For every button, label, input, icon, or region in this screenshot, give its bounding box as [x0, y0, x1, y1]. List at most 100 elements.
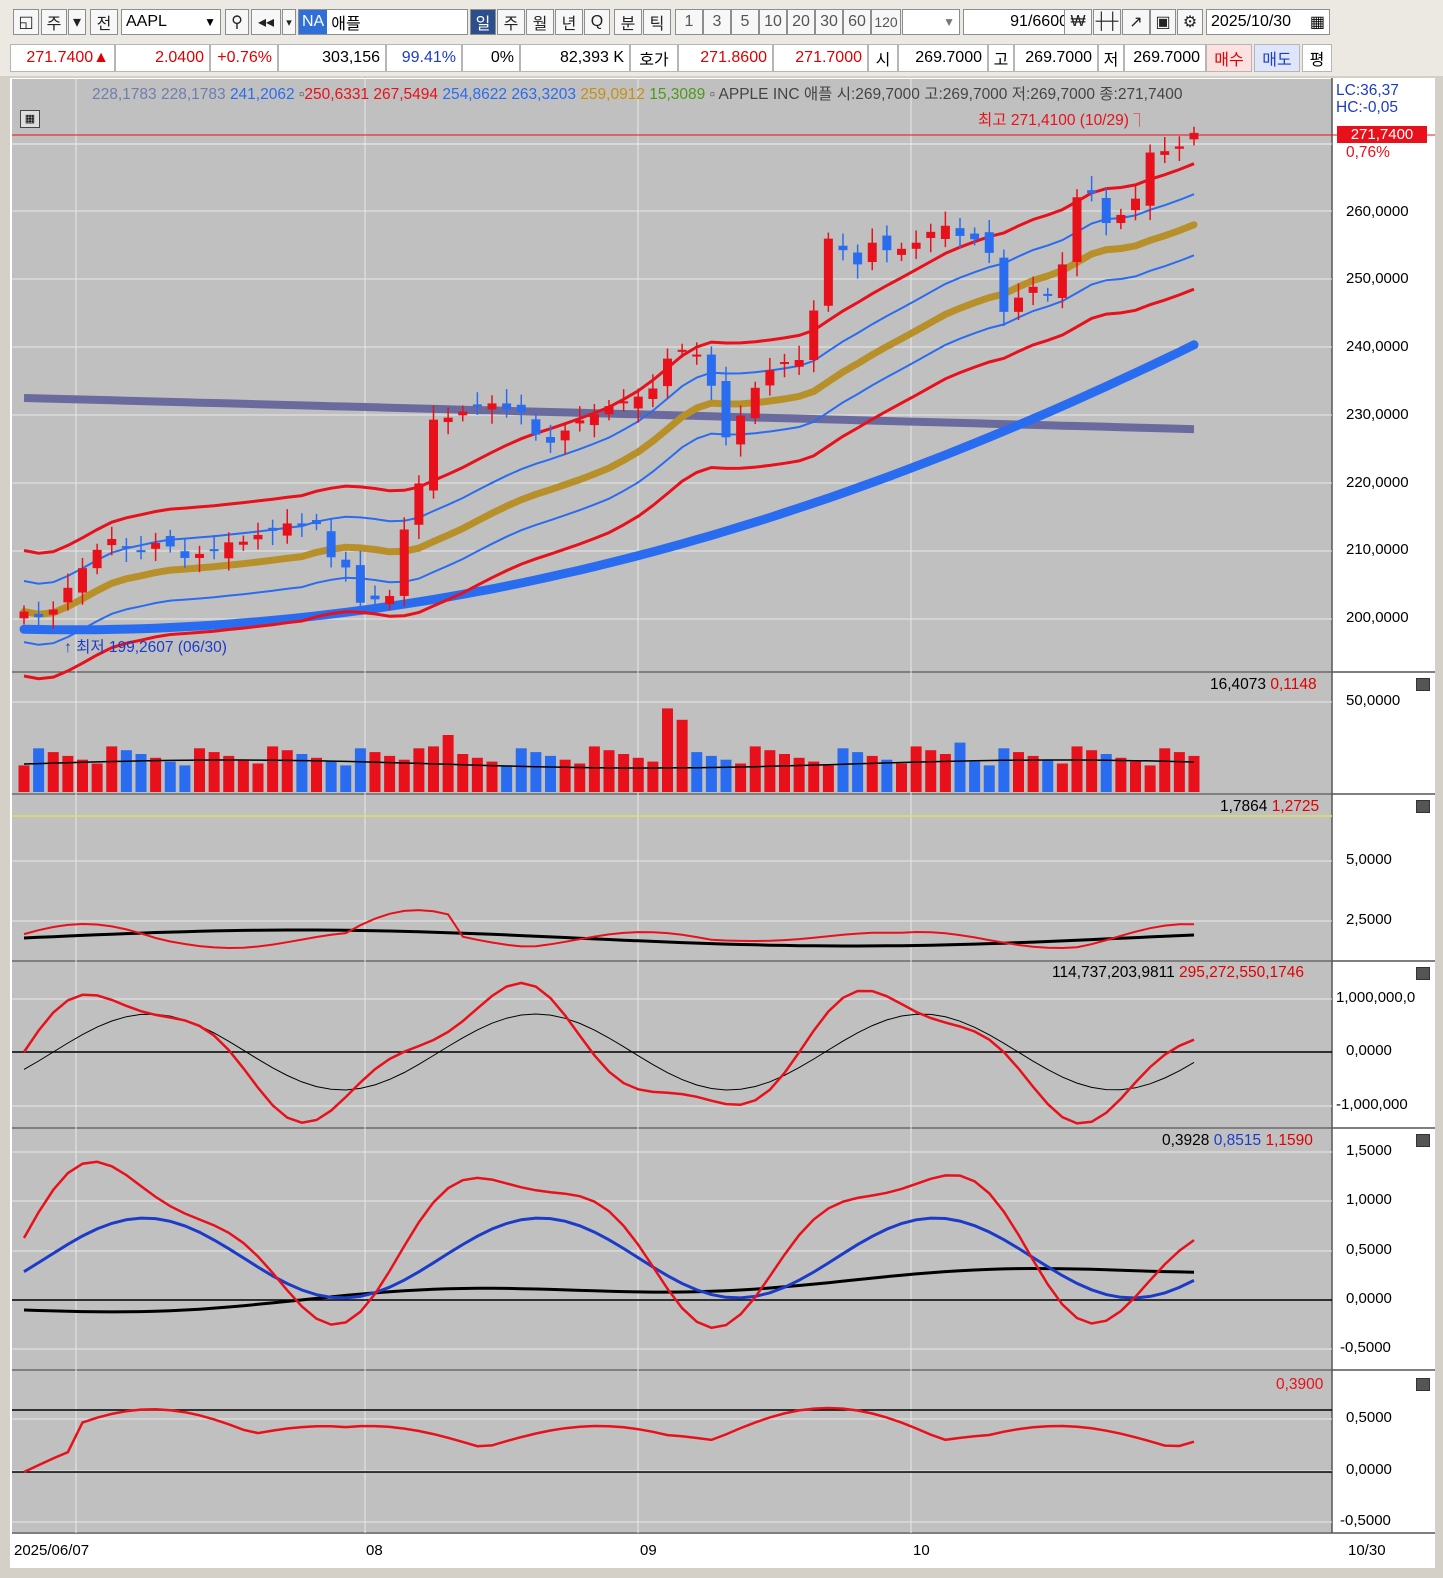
count-field[interactable]: 91/6600: [963, 9, 1073, 35]
vol-ratio-cell: 99.41%: [386, 44, 462, 72]
candle-body: [1028, 286, 1038, 293]
panel4-tick: 0,5000: [1346, 1241, 1392, 1258]
candle-body: [370, 595, 380, 600]
interval-button[interactable]: 1: [675, 9, 703, 35]
custom-interval-input[interactable]: ▼: [902, 9, 960, 35]
zero-pct: 0%: [490, 49, 514, 66]
panel-menu-icon[interactable]: [1416, 800, 1430, 813]
lc-hc-readout: LC:36,37 HC:-0,05: [1336, 82, 1399, 116]
candle-body: [195, 553, 204, 558]
calendar-icon[interactable]: ▦: [1309, 14, 1325, 31]
candle-body: [107, 538, 117, 546]
panel-menu-icon[interactable]: [1416, 1134, 1430, 1147]
panel2-tick: 5,0000: [1346, 851, 1392, 868]
volume-legend: 16,4073 0,1148: [1210, 676, 1317, 694]
period-month-button[interactable]: 월: [526, 9, 554, 35]
candle-body: [414, 483, 424, 525]
stock-name: 애플: [331, 16, 361, 33]
chart-area[interactable]: 228,1783 228,1783 241,2062 ▫250,6331 267…: [10, 78, 1435, 1568]
table-icon[interactable]: ▦: [20, 110, 40, 128]
candle-icon[interactable]: ┼┼: [1093, 9, 1121, 35]
candle-body: [502, 403, 512, 410]
candle-body: [355, 565, 365, 603]
interval-button[interactable]: 60: [843, 9, 871, 35]
sell-button[interactable]: 매도: [1254, 44, 1300, 72]
interval-label: 5: [740, 13, 750, 30]
candle-body: [63, 587, 73, 603]
trend-icon[interactable]: ↗: [1122, 9, 1150, 35]
candle-body: [385, 595, 395, 605]
menu-button[interactable]: 주: [41, 9, 67, 35]
period-week-button[interactable]: 주: [497, 9, 525, 35]
panel-menu-icon[interactable]: [1416, 967, 1430, 980]
panel2-tick: 2,5000: [1346, 911, 1392, 928]
chevron-down-icon[interactable]: ▾: [282, 9, 296, 35]
gear-icon[interactable]: ⚙: [1177, 9, 1203, 35]
window-icon[interactable]: ◱: [13, 9, 39, 35]
candle-body: [867, 242, 877, 263]
buy-button[interactable]: 매수: [1206, 44, 1252, 72]
interval-button[interactable]: 30: [815, 9, 843, 35]
volume-bar: [925, 750, 937, 792]
speaker-icon[interactable]: ◂◂: [251, 9, 281, 35]
chevron-down-icon[interactable]: ▾: [68, 9, 86, 35]
high-label: 고: [993, 52, 1009, 69]
panel-menu-icon[interactable]: [1416, 1378, 1430, 1391]
date-field[interactable]: 2025/10/30 ▦: [1206, 9, 1330, 35]
chevron-down-icon[interactable]: ▼: [204, 15, 216, 29]
period-day-button[interactable]: 일: [470, 9, 496, 35]
period-label: 분: [620, 16, 636, 33]
change-pct-cell: +0.76%: [210, 44, 278, 72]
volume-bar: [1130, 761, 1141, 792]
candle-body: [663, 358, 672, 387]
count-value: 91: [1010, 13, 1028, 30]
panel3-tick: 0,0000: [1346, 1042, 1392, 1059]
price-tick: 250,0000: [1346, 270, 1409, 287]
volume-bar: [852, 752, 864, 792]
interval-button[interactable]: 3: [703, 9, 731, 35]
volume-bar: [691, 752, 703, 792]
candle-body: [1087, 190, 1097, 194]
panel-menu-icon[interactable]: [1416, 678, 1430, 691]
period-tick-button[interactable]: 틱: [643, 9, 671, 35]
volume-bar: [384, 755, 396, 792]
save-icon[interactable]: ▣: [1150, 9, 1176, 35]
candle-body: [487, 403, 497, 410]
chart-canvas[interactable]: [10, 78, 1435, 1568]
volume-bar: [530, 752, 542, 792]
candle-body: [136, 550, 146, 553]
candle-body: [165, 535, 175, 547]
period-minute-button[interactable]: 분: [614, 9, 642, 35]
zero-pct-cell: 0%: [462, 44, 520, 72]
panel4-tick: 0,0000: [1346, 1290, 1392, 1307]
eval-button[interactable]: 평: [1302, 44, 1332, 72]
x-axis-label: 09: [640, 1542, 657, 1559]
chevron-down-icon[interactable]: ▼: [943, 15, 955, 29]
prev-button[interactable]: 전: [90, 9, 118, 35]
arrow-up-icon: ↑: [64, 639, 72, 656]
panel3-tick: -1,000,000: [1336, 1096, 1408, 1113]
name-field[interactable]: NA 애플: [298, 9, 468, 35]
period-label: Q: [590, 13, 604, 30]
legend-value: 250,6331: [304, 86, 370, 103]
candle-body: [297, 523, 307, 526]
interval-button[interactable]: 120: [871, 9, 901, 35]
candle-body: [882, 235, 892, 251]
interval-button[interactable]: 5: [731, 9, 759, 35]
interval-button[interactable]: 10: [759, 9, 787, 35]
volume-bar: [1115, 757, 1127, 792]
panel4-legend: 0,3928 0,8515 1,1590: [1162, 1132, 1313, 1150]
period-year-button[interactable]: 년: [555, 9, 583, 35]
period-quarter-button[interactable]: Q: [584, 9, 610, 35]
high-marker: 최고 271,4100 (10/29) ⏋: [978, 108, 1146, 130]
search-icon[interactable]: ⚲: [225, 9, 249, 35]
open-label: 시: [875, 52, 891, 69]
won-icon[interactable]: ₩: [1064, 9, 1092, 35]
panel2-main-line: [23, 909, 1194, 950]
symbol-input[interactable]: AAPL ▼: [121, 9, 221, 35]
volume-bar: [369, 752, 381, 792]
interval-button[interactable]: 20: [787, 9, 815, 35]
symbol-value: AAPL: [126, 13, 167, 30]
volume-bar: [1056, 763, 1068, 792]
candle-body: [721, 381, 731, 438]
